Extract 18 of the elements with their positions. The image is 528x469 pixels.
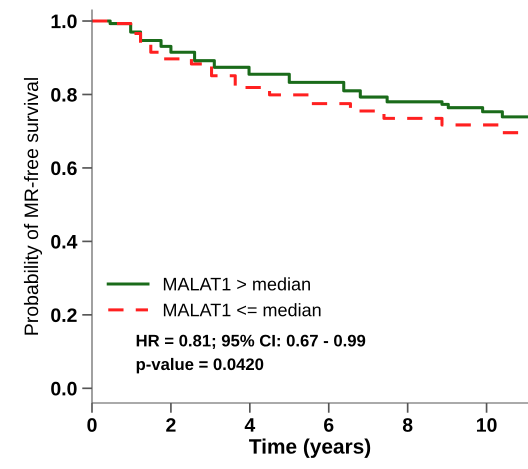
x-tick-label: 8 bbox=[402, 418, 412, 432]
x-tick-label: 4 bbox=[244, 418, 256, 432]
annotation: HR = 0.81; 95% CI: 0.67 - 0.99 bbox=[136, 334, 366, 349]
y-tick-label: 0.6 bbox=[51, 161, 77, 176]
legend-label: MALAT1 <= median bbox=[164, 303, 320, 316]
x-axis-title: Time (years) bbox=[249, 438, 370, 458]
x-tick-label: 0 bbox=[87, 418, 97, 432]
annotation: p-value = 0.0420 bbox=[136, 358, 264, 374]
y-tick-label: 0.8 bbox=[51, 88, 77, 102]
y-tick-label: 1.0 bbox=[52, 14, 77, 28]
y-tick-label: 0.0 bbox=[51, 382, 77, 396]
x-tick-label: 6 bbox=[324, 418, 334, 432]
y-axis-title: Probability of MR-free survival bbox=[24, 78, 42, 335]
y-tick-label: 0.2 bbox=[51, 308, 77, 322]
y-tick-label: 0.4 bbox=[51, 234, 78, 249]
legend-label: MALAT1 > median bbox=[164, 277, 310, 291]
x-tick-label: 2 bbox=[166, 418, 176, 432]
x-tick-label: 10 bbox=[476, 418, 497, 432]
